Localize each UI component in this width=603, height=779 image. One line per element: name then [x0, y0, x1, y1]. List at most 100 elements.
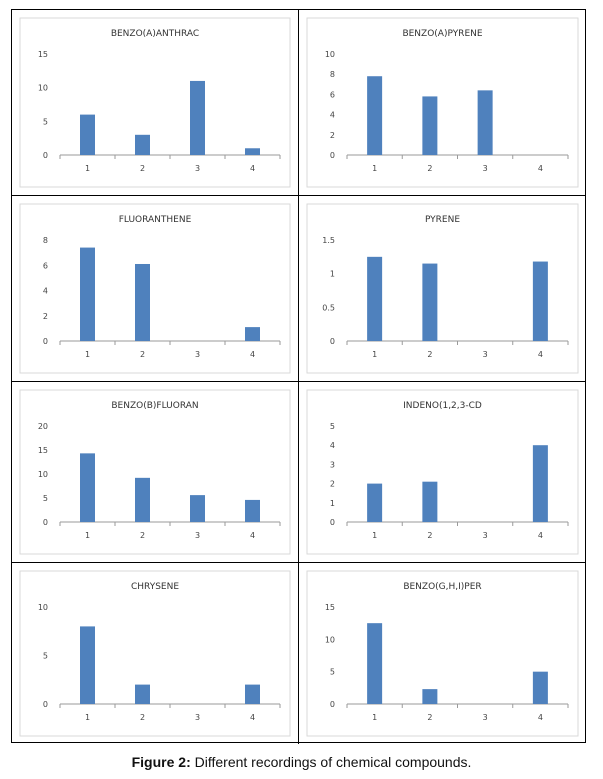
x-tick-label: 3	[482, 713, 487, 722]
bar	[80, 247, 95, 341]
bar	[135, 477, 150, 522]
x-tick-label: 4	[537, 350, 542, 359]
y-tick-label: 2	[43, 312, 48, 321]
chart-panel-fluoranthene: FLUORANTHENE 0 2 4 6 8 1 2 3 4	[12, 196, 299, 382]
y-tick-label: 20	[38, 422, 48, 431]
chart-title: PYRENE	[424, 215, 459, 225]
chart-frame	[306, 203, 578, 374]
caption-text: Different recordings of chemical compoun…	[190, 754, 472, 770]
figure-caption: Figure 2: Different recordings of chemic…	[0, 754, 603, 770]
x-tick-label: 4	[250, 350, 255, 359]
y-tick-label: 2	[329, 480, 334, 489]
y-tick-label: 10	[38, 470, 48, 479]
x-tick-label: 1	[85, 164, 90, 173]
bar	[135, 684, 150, 704]
y-tick-label: 0	[43, 337, 48, 346]
bar	[80, 626, 95, 704]
chart-svg: BENZO(G,H,I)PER 0 5 10 15 1 2 3 4	[306, 570, 578, 737]
x-tick-label: 4	[250, 713, 255, 722]
y-tick-label: 1	[329, 499, 334, 508]
x-tick-label: 2	[140, 531, 145, 540]
chart-svg: INDENO(1,2,3-CD 0 1 2 3 4 5 1 2 3 4	[306, 389, 578, 555]
chart-svg: FLUORANTHENE 0 2 4 6 8 1 2 3 4	[19, 203, 291, 374]
bar	[366, 76, 382, 155]
y-tick-label: 0	[329, 337, 334, 346]
bar	[532, 445, 548, 522]
chart-panel-benzo-g-h-i-per: BENZO(G,H,I)PER 0 5 10 15 1 2 3 4	[299, 563, 586, 744]
chart-panel-benzo-a-pyrene: BENZO(A)PYRENE 0 2 4 6 8 10 1 2 3 4	[298, 10, 585, 196]
y-tick-label: 0	[329, 151, 334, 160]
x-tick-label: 2	[140, 164, 145, 173]
x-tick-label: 1	[372, 164, 377, 173]
y-tick-label: 0	[329, 700, 334, 709]
bar	[190, 80, 205, 155]
y-tick-label: 0	[329, 518, 334, 527]
chart-panel-benzo-b-fluoran: BENZO(B)FLUORAN 0 5 10 15 20 1 2 3 4	[12, 382, 299, 563]
x-tick-label: 4	[537, 164, 542, 173]
bar	[245, 499, 260, 522]
y-tick-label: 0	[43, 700, 48, 709]
x-tick-label: 2	[427, 531, 432, 540]
chart-svg: BENZO(B)FLUORAN 0 5 10 15 20 1 2 3 4	[19, 389, 291, 555]
x-tick-label: 1	[372, 350, 377, 359]
x-tick-label: 3	[195, 164, 200, 173]
y-tick-label: 4	[329, 111, 334, 120]
y-tick-label: 1.5	[322, 236, 335, 245]
chart-frame	[19, 17, 291, 188]
bar	[245, 148, 260, 155]
chart-title: BENZO(B)FLUORAN	[111, 401, 198, 411]
chart-title: CHRYSENE	[131, 582, 179, 592]
y-tick-label: 5	[43, 494, 48, 503]
x-tick-label: 4	[537, 531, 542, 540]
chart-panel-indeno: INDENO(1,2,3-CD 0 1 2 3 4 5 1 2 3 4	[298, 382, 585, 563]
bar	[135, 134, 150, 155]
x-tick-label: 4	[537, 713, 542, 722]
chart-svg: PYRENE 0 0.5 1 1.5 1 2 3 4	[306, 203, 578, 374]
y-tick-label: 3	[329, 460, 334, 469]
y-tick-label: 10	[324, 635, 334, 644]
chart-frame	[306, 17, 578, 188]
chart-svg: BENZO(A)ANTHRAC 0 5 10 15 1 2 3 4	[19, 17, 291, 188]
y-tick-label: 0.5	[322, 303, 335, 312]
bar	[421, 263, 437, 341]
bar	[477, 90, 493, 155]
chart-title: BENZO(G,H,I)PER	[403, 582, 481, 592]
bar	[135, 263, 150, 341]
chart-frame	[306, 389, 578, 555]
y-tick-label: 0	[43, 151, 48, 160]
y-tick-label: 1	[329, 270, 334, 279]
figure-grid: BENZO(A)ANTHRAC 0 5 10 15 1 2 3 4 BENZO(A)PYRENE…	[11, 9, 586, 744]
y-tick-label: 5	[43, 117, 48, 126]
chart-panel-chrysene: CHRYSENE 0 5 10 1 2 3 4	[12, 563, 299, 744]
x-tick-label: 1	[85, 713, 90, 722]
chart-title: INDENO(1,2,3-CD	[403, 401, 482, 411]
bar	[80, 114, 95, 155]
y-tick-label: 6	[43, 261, 48, 270]
y-tick-label: 4	[43, 287, 48, 296]
bar	[366, 483, 382, 522]
bar	[80, 453, 95, 522]
x-tick-label: 4	[250, 164, 255, 173]
bar	[532, 261, 548, 341]
y-tick-label: 15	[38, 50, 48, 59]
bar	[532, 671, 548, 704]
y-tick-label: 5	[43, 652, 48, 661]
chart-title: BENZO(A)ANTHRAC	[111, 29, 199, 39]
x-tick-label: 2	[140, 350, 145, 359]
y-tick-label: 10	[38, 603, 48, 612]
x-tick-label: 1	[372, 713, 377, 722]
x-tick-label: 1	[85, 350, 90, 359]
chart-frame	[306, 570, 578, 737]
x-tick-label: 2	[427, 350, 432, 359]
x-tick-label: 1	[85, 531, 90, 540]
y-tick-label: 5	[329, 668, 334, 677]
chart-svg: CHRYSENE 0 5 10 1 2 3 4	[19, 570, 291, 737]
x-tick-label: 4	[250, 531, 255, 540]
x-tick-label: 3	[195, 531, 200, 540]
y-tick-label: 4	[329, 441, 334, 450]
chart-panel-benzo-a-anthrac: BENZO(A)ANTHRAC 0 5 10 15 1 2 3 4	[12, 10, 299, 196]
x-tick-label: 2	[427, 713, 432, 722]
bar	[190, 495, 205, 522]
y-tick-label: 2	[329, 131, 334, 140]
